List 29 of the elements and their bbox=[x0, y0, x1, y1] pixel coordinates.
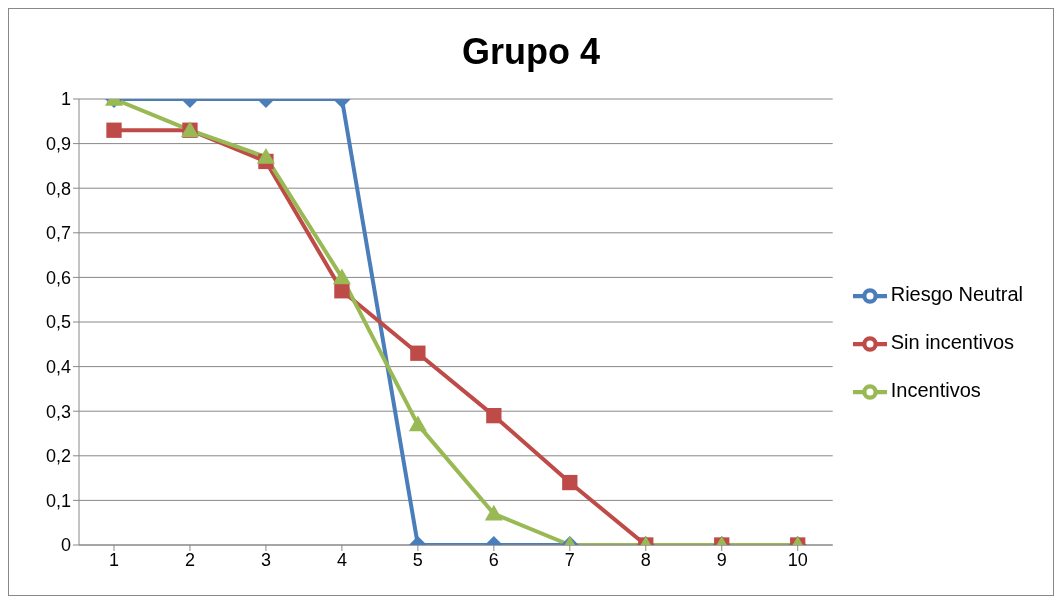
x-tick-label: 10 bbox=[787, 549, 808, 570]
x-tick-label: 5 bbox=[412, 549, 423, 570]
y-tick-label: 0,7 bbox=[45, 223, 71, 244]
y-tick-label: 0,4 bbox=[45, 356, 71, 377]
x-tick-label: 2 bbox=[184, 549, 195, 570]
y-tick-label: 0 bbox=[60, 535, 71, 556]
legend-label: Riesgo Neutral bbox=[890, 283, 1023, 305]
point bbox=[332, 268, 351, 285]
y-tick-label: 0,8 bbox=[45, 178, 71, 199]
point bbox=[408, 415, 427, 432]
y-tick-label: 0,6 bbox=[45, 267, 71, 288]
y-tick-label: 0,1 bbox=[45, 490, 71, 511]
y-tick-label: 0,5 bbox=[45, 312, 71, 333]
chart-title: Grupo 4 bbox=[461, 30, 601, 74]
point bbox=[410, 345, 426, 361]
x-tick-label: 4 bbox=[336, 549, 347, 570]
x-tick-label: 3 bbox=[260, 549, 271, 570]
x-tick-label: 8 bbox=[640, 549, 651, 570]
y-tick-label: 0,9 bbox=[45, 133, 71, 154]
x-tick-label: 7 bbox=[564, 549, 575, 570]
point bbox=[334, 283, 350, 299]
legend-label: Incentivos bbox=[890, 379, 981, 401]
y-tick-label: 0,2 bbox=[45, 446, 71, 467]
y-tick-label: 0,3 bbox=[45, 401, 71, 422]
x-tick-label: 9 bbox=[716, 549, 727, 570]
x-tick-label: 6 bbox=[488, 549, 499, 570]
x-tick-label: 1 bbox=[108, 549, 120, 570]
legend-label: Sin incentivos bbox=[890, 331, 1015, 353]
y-tick-label: 1 bbox=[60, 89, 71, 110]
